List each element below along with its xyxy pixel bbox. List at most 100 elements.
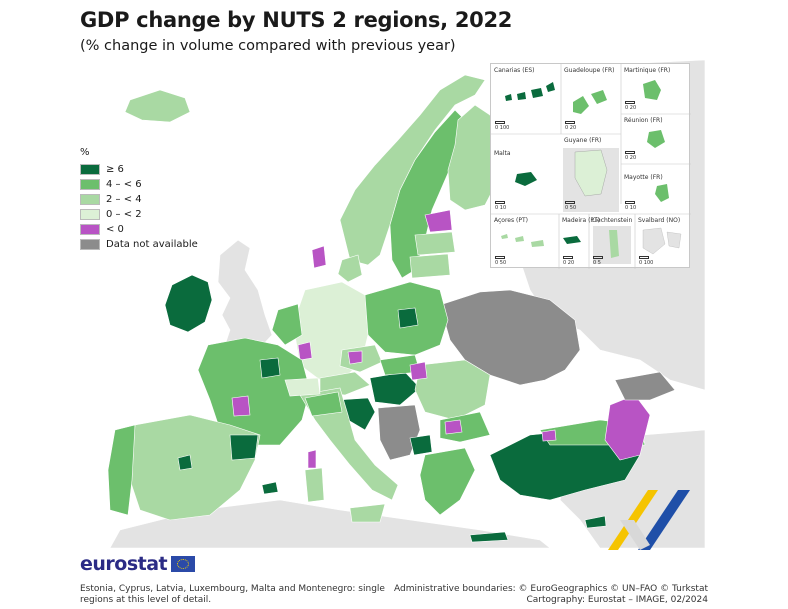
region-catalonia xyxy=(229,434,259,461)
legend-swatch xyxy=(80,193,100,205)
inset-map xyxy=(515,172,537,186)
region-turkey-neg-small xyxy=(541,429,557,442)
region-crete xyxy=(469,531,509,543)
land-iceland xyxy=(124,89,191,123)
region-madrid xyxy=(177,454,193,471)
inset-label: Mayotte (FR) xyxy=(624,174,663,181)
legend: % ≥ 6 4 – < 6 2 – < 4 0 – < 2 < 0 Data n… xyxy=(80,147,198,252)
region-sardinia xyxy=(304,467,325,503)
inset-label: Martinique (FR) xyxy=(624,67,671,74)
legend-label: Data not available xyxy=(106,238,198,250)
inset-label: Canarias (ES) xyxy=(494,67,535,74)
inset-label: Guadeloupe (FR) xyxy=(564,67,615,74)
inset-malta: Malta 0 10 xyxy=(491,134,561,214)
region-benelux xyxy=(271,303,303,346)
region-france-neg xyxy=(231,395,251,417)
region-sicily xyxy=(349,503,386,523)
land-uk xyxy=(217,239,273,353)
inset-label: Réunion (FR) xyxy=(624,117,663,124)
legend-item: 2 – < 4 xyxy=(80,192,198,206)
legend-swatch xyxy=(80,223,100,235)
inset-dividers xyxy=(491,64,691,269)
inset-map xyxy=(563,148,619,212)
region-latvia xyxy=(414,231,456,256)
region-denmark-east xyxy=(311,245,327,269)
region-switzerland xyxy=(284,377,321,397)
legend-swatch xyxy=(80,163,100,175)
region-baleares xyxy=(261,481,279,495)
inset-mayotte: Mayotte (FR) 0 10 xyxy=(621,164,691,214)
legend-swatch xyxy=(80,208,100,220)
legend-item: 4 – < 6 xyxy=(80,177,198,191)
inset-canarias: Canarias (ES) 0 100 xyxy=(491,64,561,134)
inset-svalbard: Svalbard (NO) 0 100 xyxy=(635,214,691,269)
map-subtitle: (% change in volume compared with previo… xyxy=(80,38,456,54)
inset-map xyxy=(647,130,665,148)
region-czechia-neg xyxy=(347,350,363,365)
scale-bar: 0 50 xyxy=(565,201,576,211)
logo-text: eurostat xyxy=(80,553,168,575)
inset-label: Açores (PT) xyxy=(494,217,528,224)
scale-bar: 0 20 xyxy=(563,256,574,266)
credit-boundaries: Administrative boundaries: © EuroGeograp… xyxy=(393,584,708,594)
legend-item: < 0 xyxy=(80,222,198,236)
scale-bar: 0 100 xyxy=(495,121,509,131)
legend-label: ≥ 6 xyxy=(106,163,124,175)
inset-label: Svalbard (NO) xyxy=(638,217,681,224)
inset-madeira: Madeira (PT) 0 20 xyxy=(559,214,600,269)
inset-acores: Açores (PT) 0 50 xyxy=(491,214,559,269)
inset-label: Madeira (PT) xyxy=(562,217,601,224)
legend-label: < 0 xyxy=(106,223,124,235)
scale-bar: 0 100 xyxy=(639,256,653,266)
inset-reunion: Réunion (FR) 0 20 xyxy=(621,114,691,164)
land-north-africa xyxy=(109,499,551,548)
region-montenegro xyxy=(409,434,433,456)
inset-map xyxy=(642,227,682,255)
scale-bar: 0 5 xyxy=(593,256,603,266)
region-denmark xyxy=(337,254,363,283)
inset-guyane: Guyane (FR) 0 50 xyxy=(561,134,621,214)
region-germany-neg xyxy=(297,341,313,361)
scale-bar: 0 20 xyxy=(565,121,576,131)
region-finland xyxy=(447,104,501,211)
region-norway xyxy=(339,74,486,266)
region-romania xyxy=(414,359,491,421)
region-estonia xyxy=(424,209,453,233)
inset-map xyxy=(655,184,669,202)
inset-panel: Canarias (ES) 0 100 Guadeloupe (FR) 0 20… xyxy=(490,63,691,269)
credits: Administrative boundaries: © EuroGeograp… xyxy=(394,584,708,606)
inset-map xyxy=(505,82,555,101)
eu-flag-icon xyxy=(171,556,196,572)
legend-swatch xyxy=(80,178,100,190)
region-poland-capital xyxy=(397,307,419,329)
region-portugal xyxy=(107,424,136,516)
region-lithuania xyxy=(409,253,451,279)
legend-item: 0 – < 2 xyxy=(80,207,198,221)
region-france-idf xyxy=(259,357,281,379)
legend-unit: % xyxy=(80,147,90,158)
scale-bar: 0 10 xyxy=(495,201,506,211)
inset-map xyxy=(501,234,544,247)
legend-item: ≥ 6 xyxy=(80,162,198,176)
scale-bar: 0 50 xyxy=(495,256,506,266)
region-cyprus xyxy=(584,515,607,529)
region-italy xyxy=(299,387,399,501)
inset-martinique: Martinique (FR) 0 20 xyxy=(621,64,691,114)
inset-map xyxy=(563,236,581,244)
inset-label: Guyane (FR) xyxy=(564,137,602,144)
region-italy-north xyxy=(304,391,343,417)
scale-bar: 0 10 xyxy=(625,201,636,211)
eurostat-logo: eurostat xyxy=(80,553,196,575)
region-corsica xyxy=(307,449,317,469)
region-romania-neg xyxy=(409,361,428,381)
eurostat-stripe-graphic xyxy=(608,490,690,550)
inset-map xyxy=(643,80,661,100)
footnote: Estonia, Cyprus, Latvia, Luxembourg, Mal… xyxy=(80,584,385,605)
legend-swatch xyxy=(80,238,100,250)
inset-label: Malta xyxy=(494,150,511,157)
scale-bar: 0 20 xyxy=(625,151,636,161)
scale-bar: 0 20 xyxy=(625,101,636,111)
region-balkans-grey xyxy=(377,404,421,461)
region-france xyxy=(197,337,311,446)
inset-liechtenstein: Liechtenstein 0 5 xyxy=(589,214,635,269)
